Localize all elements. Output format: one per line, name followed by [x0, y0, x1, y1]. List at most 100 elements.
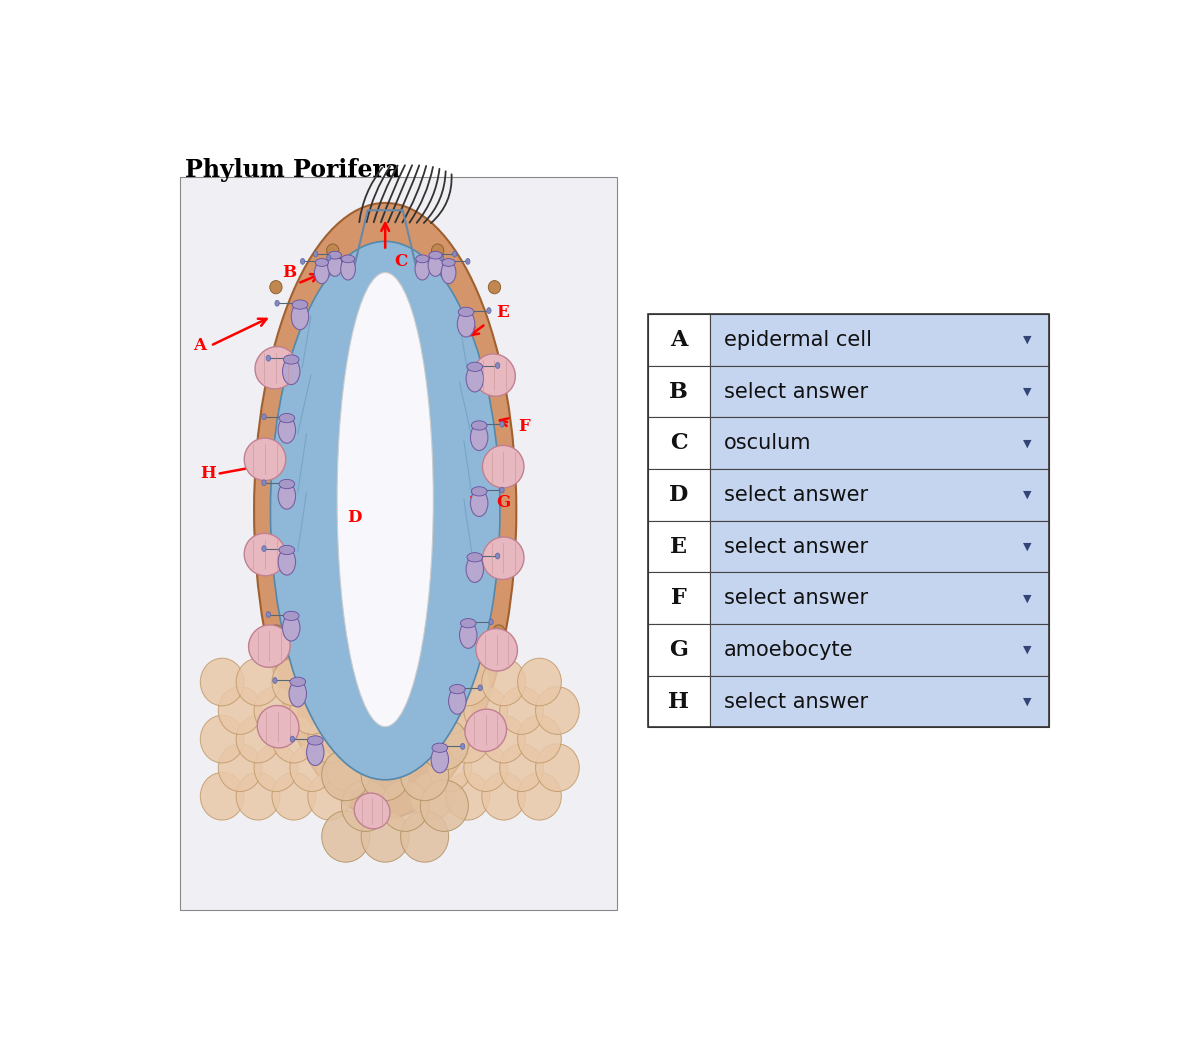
Ellipse shape — [236, 716, 280, 763]
Ellipse shape — [401, 749, 449, 800]
Ellipse shape — [446, 659, 490, 706]
Ellipse shape — [432, 743, 448, 753]
Ellipse shape — [420, 780, 468, 832]
Ellipse shape — [446, 716, 490, 763]
Ellipse shape — [280, 480, 295, 488]
Ellipse shape — [464, 687, 508, 735]
Ellipse shape — [466, 259, 470, 264]
Ellipse shape — [354, 793, 390, 829]
Ellipse shape — [256, 347, 296, 389]
Text: E: E — [497, 304, 510, 321]
Text: Phylum Porifera: Phylum Porifera — [185, 157, 401, 182]
Text: ▼: ▼ — [1024, 387, 1032, 396]
Ellipse shape — [342, 780, 390, 832]
Ellipse shape — [329, 252, 342, 259]
Ellipse shape — [493, 625, 505, 638]
Ellipse shape — [290, 744, 334, 792]
Ellipse shape — [342, 255, 355, 263]
Text: G: G — [670, 639, 688, 661]
Ellipse shape — [322, 749, 370, 800]
Ellipse shape — [517, 716, 562, 763]
Ellipse shape — [497, 457, 509, 469]
Ellipse shape — [481, 716, 526, 763]
Ellipse shape — [200, 716, 244, 763]
Ellipse shape — [280, 413, 295, 423]
Bar — [710, 675, 1049, 727]
Ellipse shape — [432, 244, 444, 257]
Ellipse shape — [289, 681, 306, 707]
Ellipse shape — [428, 254, 443, 276]
Ellipse shape — [292, 303, 308, 330]
Text: C: C — [394, 253, 407, 270]
Text: A: A — [193, 337, 205, 354]
Text: B: B — [670, 381, 688, 403]
Ellipse shape — [470, 490, 488, 517]
Ellipse shape — [464, 744, 508, 792]
Ellipse shape — [496, 553, 500, 559]
Text: ▼: ▼ — [1024, 697, 1032, 707]
Ellipse shape — [431, 746, 449, 773]
Text: select answer: select answer — [724, 589, 868, 608]
Ellipse shape — [292, 300, 308, 310]
Text: C: C — [670, 432, 688, 455]
Text: H: H — [668, 690, 689, 712]
Ellipse shape — [283, 355, 299, 365]
Ellipse shape — [415, 255, 428, 263]
Bar — [648, 573, 710, 624]
Text: epidermal cell: epidermal cell — [724, 330, 871, 350]
Bar — [710, 314, 1049, 366]
Text: A: A — [670, 329, 688, 351]
Text: select answer: select answer — [724, 537, 868, 557]
Ellipse shape — [446, 773, 490, 820]
Ellipse shape — [278, 549, 295, 575]
Bar — [648, 624, 710, 675]
Ellipse shape — [325, 687, 370, 735]
Ellipse shape — [322, 811, 370, 863]
Ellipse shape — [499, 687, 544, 735]
Ellipse shape — [218, 687, 262, 735]
Ellipse shape — [270, 280, 282, 294]
Ellipse shape — [280, 545, 295, 555]
Ellipse shape — [266, 355, 270, 361]
Ellipse shape — [282, 358, 300, 385]
Ellipse shape — [272, 773, 316, 820]
Ellipse shape — [410, 659, 454, 706]
Ellipse shape — [254, 687, 298, 735]
Bar — [648, 314, 1049, 727]
Text: D: D — [347, 509, 362, 526]
Text: ▼: ▼ — [1024, 439, 1032, 448]
Ellipse shape — [200, 773, 244, 820]
Ellipse shape — [262, 414, 266, 420]
Ellipse shape — [472, 486, 487, 496]
Ellipse shape — [257, 705, 299, 748]
Bar — [710, 624, 1049, 675]
Ellipse shape — [466, 366, 484, 392]
Bar — [648, 675, 710, 727]
Ellipse shape — [272, 716, 316, 763]
Ellipse shape — [236, 773, 280, 820]
Ellipse shape — [325, 744, 370, 792]
Ellipse shape — [328, 254, 342, 276]
Ellipse shape — [266, 612, 270, 617]
Ellipse shape — [482, 537, 524, 579]
Bar — [648, 418, 710, 469]
Ellipse shape — [452, 252, 457, 257]
Ellipse shape — [449, 688, 466, 715]
Ellipse shape — [290, 678, 306, 686]
Ellipse shape — [428, 687, 472, 735]
Ellipse shape — [442, 259, 455, 266]
Ellipse shape — [361, 811, 409, 863]
Ellipse shape — [308, 773, 352, 820]
Ellipse shape — [341, 258, 355, 280]
Ellipse shape — [270, 369, 282, 382]
Ellipse shape — [300, 259, 305, 264]
Ellipse shape — [487, 308, 491, 314]
Ellipse shape — [316, 259, 329, 266]
Ellipse shape — [342, 719, 390, 769]
Ellipse shape — [200, 659, 244, 706]
Ellipse shape — [278, 416, 295, 443]
Ellipse shape — [326, 244, 338, 257]
Ellipse shape — [470, 424, 488, 450]
Text: osculum: osculum — [724, 433, 811, 453]
Ellipse shape — [517, 773, 562, 820]
